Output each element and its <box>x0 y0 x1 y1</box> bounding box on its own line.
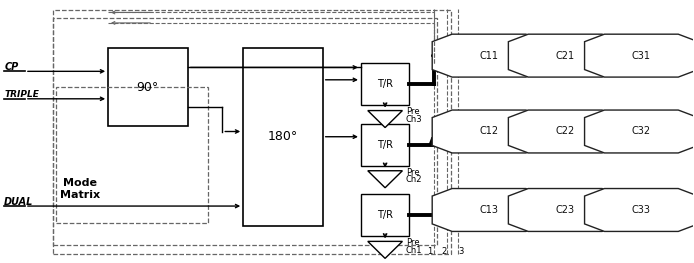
Polygon shape <box>432 189 545 231</box>
Text: Pre: Pre <box>406 107 419 117</box>
Text: 180°: 180° <box>268 130 298 143</box>
Text: C32: C32 <box>632 127 651 136</box>
Polygon shape <box>368 241 403 258</box>
Text: 90°: 90° <box>137 80 159 94</box>
Text: Pre: Pre <box>406 168 419 176</box>
Polygon shape <box>584 34 694 77</box>
Text: C12: C12 <box>480 127 498 136</box>
Text: T/R: T/R <box>377 140 393 150</box>
Text: Ch2: Ch2 <box>406 175 423 184</box>
Bar <box>56 87 208 223</box>
Bar <box>361 194 409 236</box>
Text: C13: C13 <box>480 205 498 215</box>
Polygon shape <box>584 189 694 231</box>
Bar <box>243 48 323 226</box>
Text: C31: C31 <box>632 51 651 61</box>
Polygon shape <box>368 110 403 128</box>
Text: 3: 3 <box>459 247 464 256</box>
Polygon shape <box>509 189 622 231</box>
Bar <box>108 48 187 126</box>
Polygon shape <box>584 110 694 153</box>
Text: DUAL: DUAL <box>4 197 33 207</box>
Polygon shape <box>432 34 545 77</box>
Polygon shape <box>509 110 622 153</box>
Text: Mode
Matrix: Mode Matrix <box>60 178 100 200</box>
Text: 2: 2 <box>441 247 447 256</box>
Text: Ch1: Ch1 <box>406 246 423 255</box>
Polygon shape <box>432 110 545 153</box>
Text: CP: CP <box>4 62 19 72</box>
Text: C23: C23 <box>556 205 575 215</box>
Bar <box>53 10 451 255</box>
Text: 1: 1 <box>428 247 433 256</box>
Text: Ch3: Ch3 <box>406 115 423 124</box>
Text: C22: C22 <box>556 127 575 136</box>
Text: C11: C11 <box>480 51 498 61</box>
Text: T/R: T/R <box>377 210 393 220</box>
Bar <box>361 124 409 165</box>
Text: Pre: Pre <box>406 238 419 247</box>
Bar <box>53 18 437 245</box>
Polygon shape <box>509 34 622 77</box>
Text: T/R: T/R <box>377 79 393 89</box>
Polygon shape <box>368 171 403 188</box>
Text: TRIPLE: TRIPLE <box>4 90 39 99</box>
Text: C21: C21 <box>556 51 575 61</box>
Text: C33: C33 <box>632 205 651 215</box>
Bar <box>361 63 409 105</box>
